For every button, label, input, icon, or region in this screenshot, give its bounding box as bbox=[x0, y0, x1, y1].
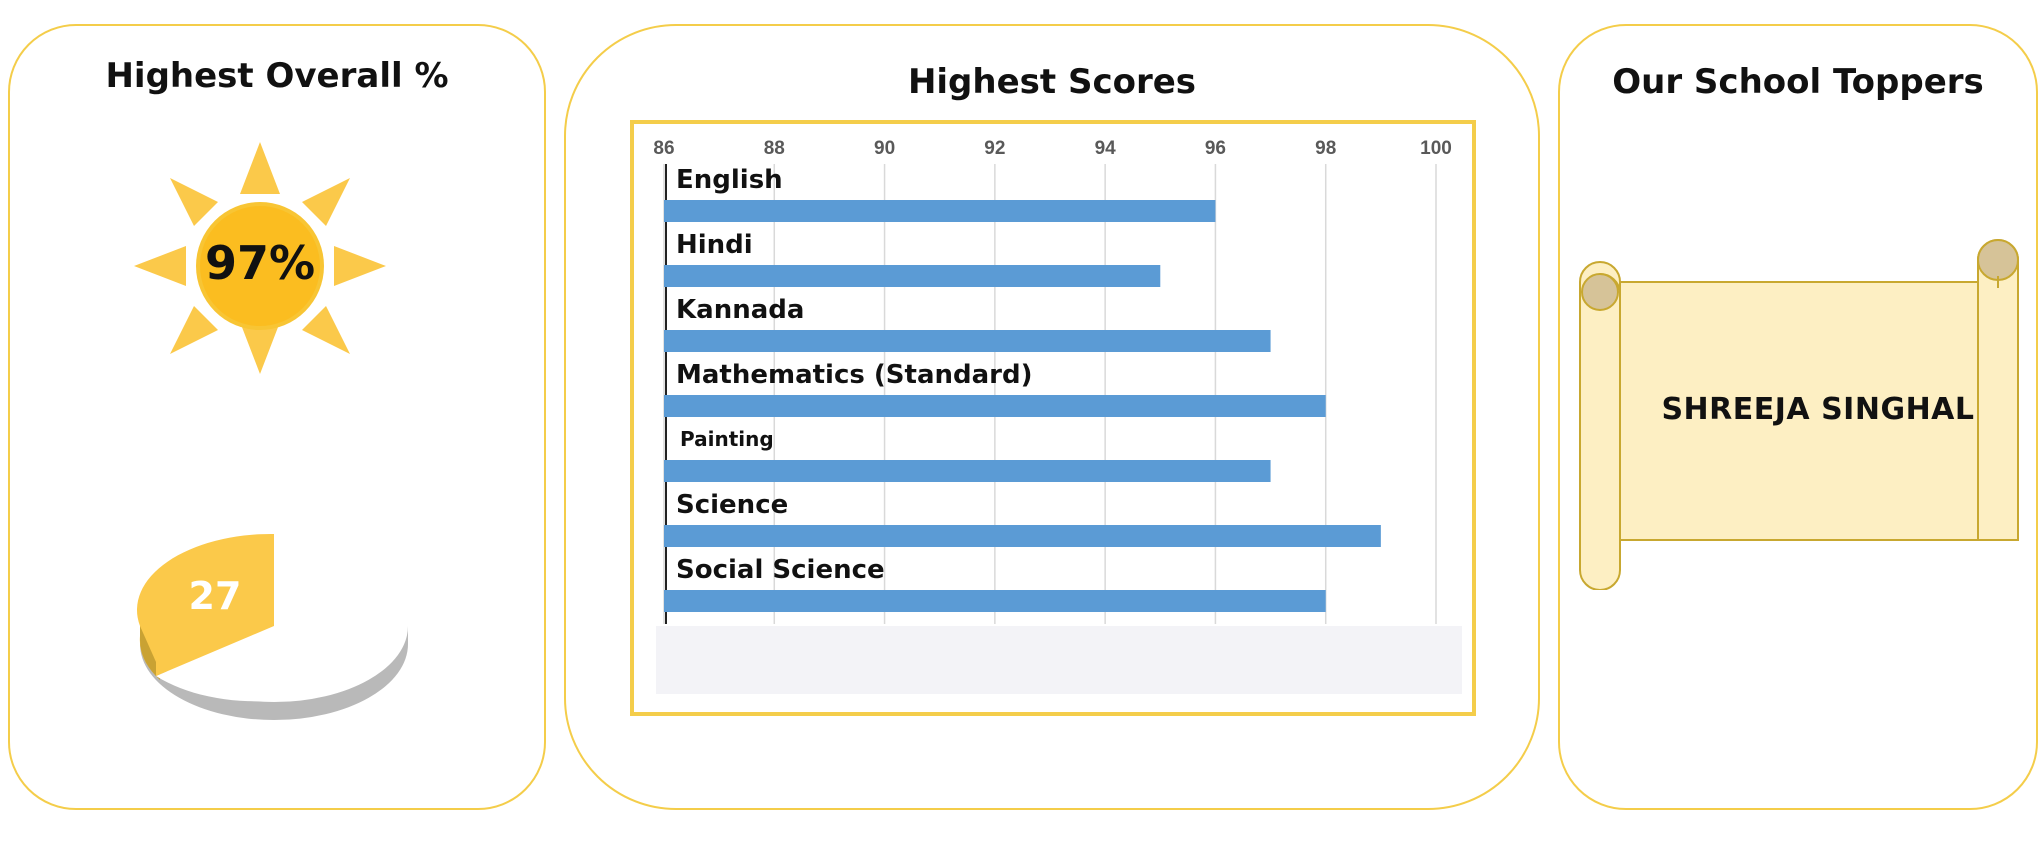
bar-category-label: Hindi bbox=[676, 230, 753, 260]
bar bbox=[664, 395, 1326, 417]
x-tick-label: 92 bbox=[984, 138, 1005, 159]
bar-category-label: Kannada bbox=[676, 295, 804, 325]
chart-bottom-band bbox=[656, 626, 1462, 694]
scroll-banner-icon bbox=[1579, 239, 2019, 590]
sun-icon bbox=[134, 142, 386, 374]
scores-chart: 86 88 90 92 94 96 98 100 English Hindi Kannada Math… bbox=[630, 120, 1476, 716]
students-pie-icon bbox=[136, 533, 409, 721]
bar bbox=[664, 460, 1271, 482]
scores-chart-svg: 86 88 90 92 94 96 98 100 English Hindi Kannada Math… bbox=[653, 138, 1462, 694]
bar bbox=[664, 330, 1271, 352]
bar bbox=[664, 590, 1326, 612]
x-tick-label: 100 bbox=[1420, 138, 1452, 159]
bar bbox=[664, 200, 1216, 222]
x-tick-label: 94 bbox=[1095, 138, 1117, 159]
x-tick-label: 98 bbox=[1315, 138, 1336, 159]
bar-category-label: Science bbox=[676, 490, 788, 520]
scores-title: Highest Scores bbox=[907, 62, 1197, 102]
overall-percent: 97% bbox=[204, 236, 316, 290]
toppers-title: Our School Toppers bbox=[1612, 62, 1984, 102]
students-count: 27 bbox=[188, 574, 242, 618]
x-tick-label: 90 bbox=[874, 138, 895, 159]
x-tick-label: 88 bbox=[764, 138, 785, 159]
bar-category-label: Mathematics (Standard) bbox=[676, 360, 1032, 390]
bar-category-label: English bbox=[676, 165, 783, 195]
x-tick-label: 96 bbox=[1205, 138, 1226, 159]
x-tick-label: 86 bbox=[653, 138, 674, 159]
topper-name: SHREEJA SINGHAL bbox=[1661, 392, 1975, 427]
bar bbox=[664, 265, 1161, 287]
bar-category-label: Painting bbox=[680, 427, 774, 451]
bar bbox=[664, 525, 1381, 547]
overall-title: Highest Overall % bbox=[105, 56, 449, 96]
bar-category-label: Social Science bbox=[676, 555, 885, 585]
